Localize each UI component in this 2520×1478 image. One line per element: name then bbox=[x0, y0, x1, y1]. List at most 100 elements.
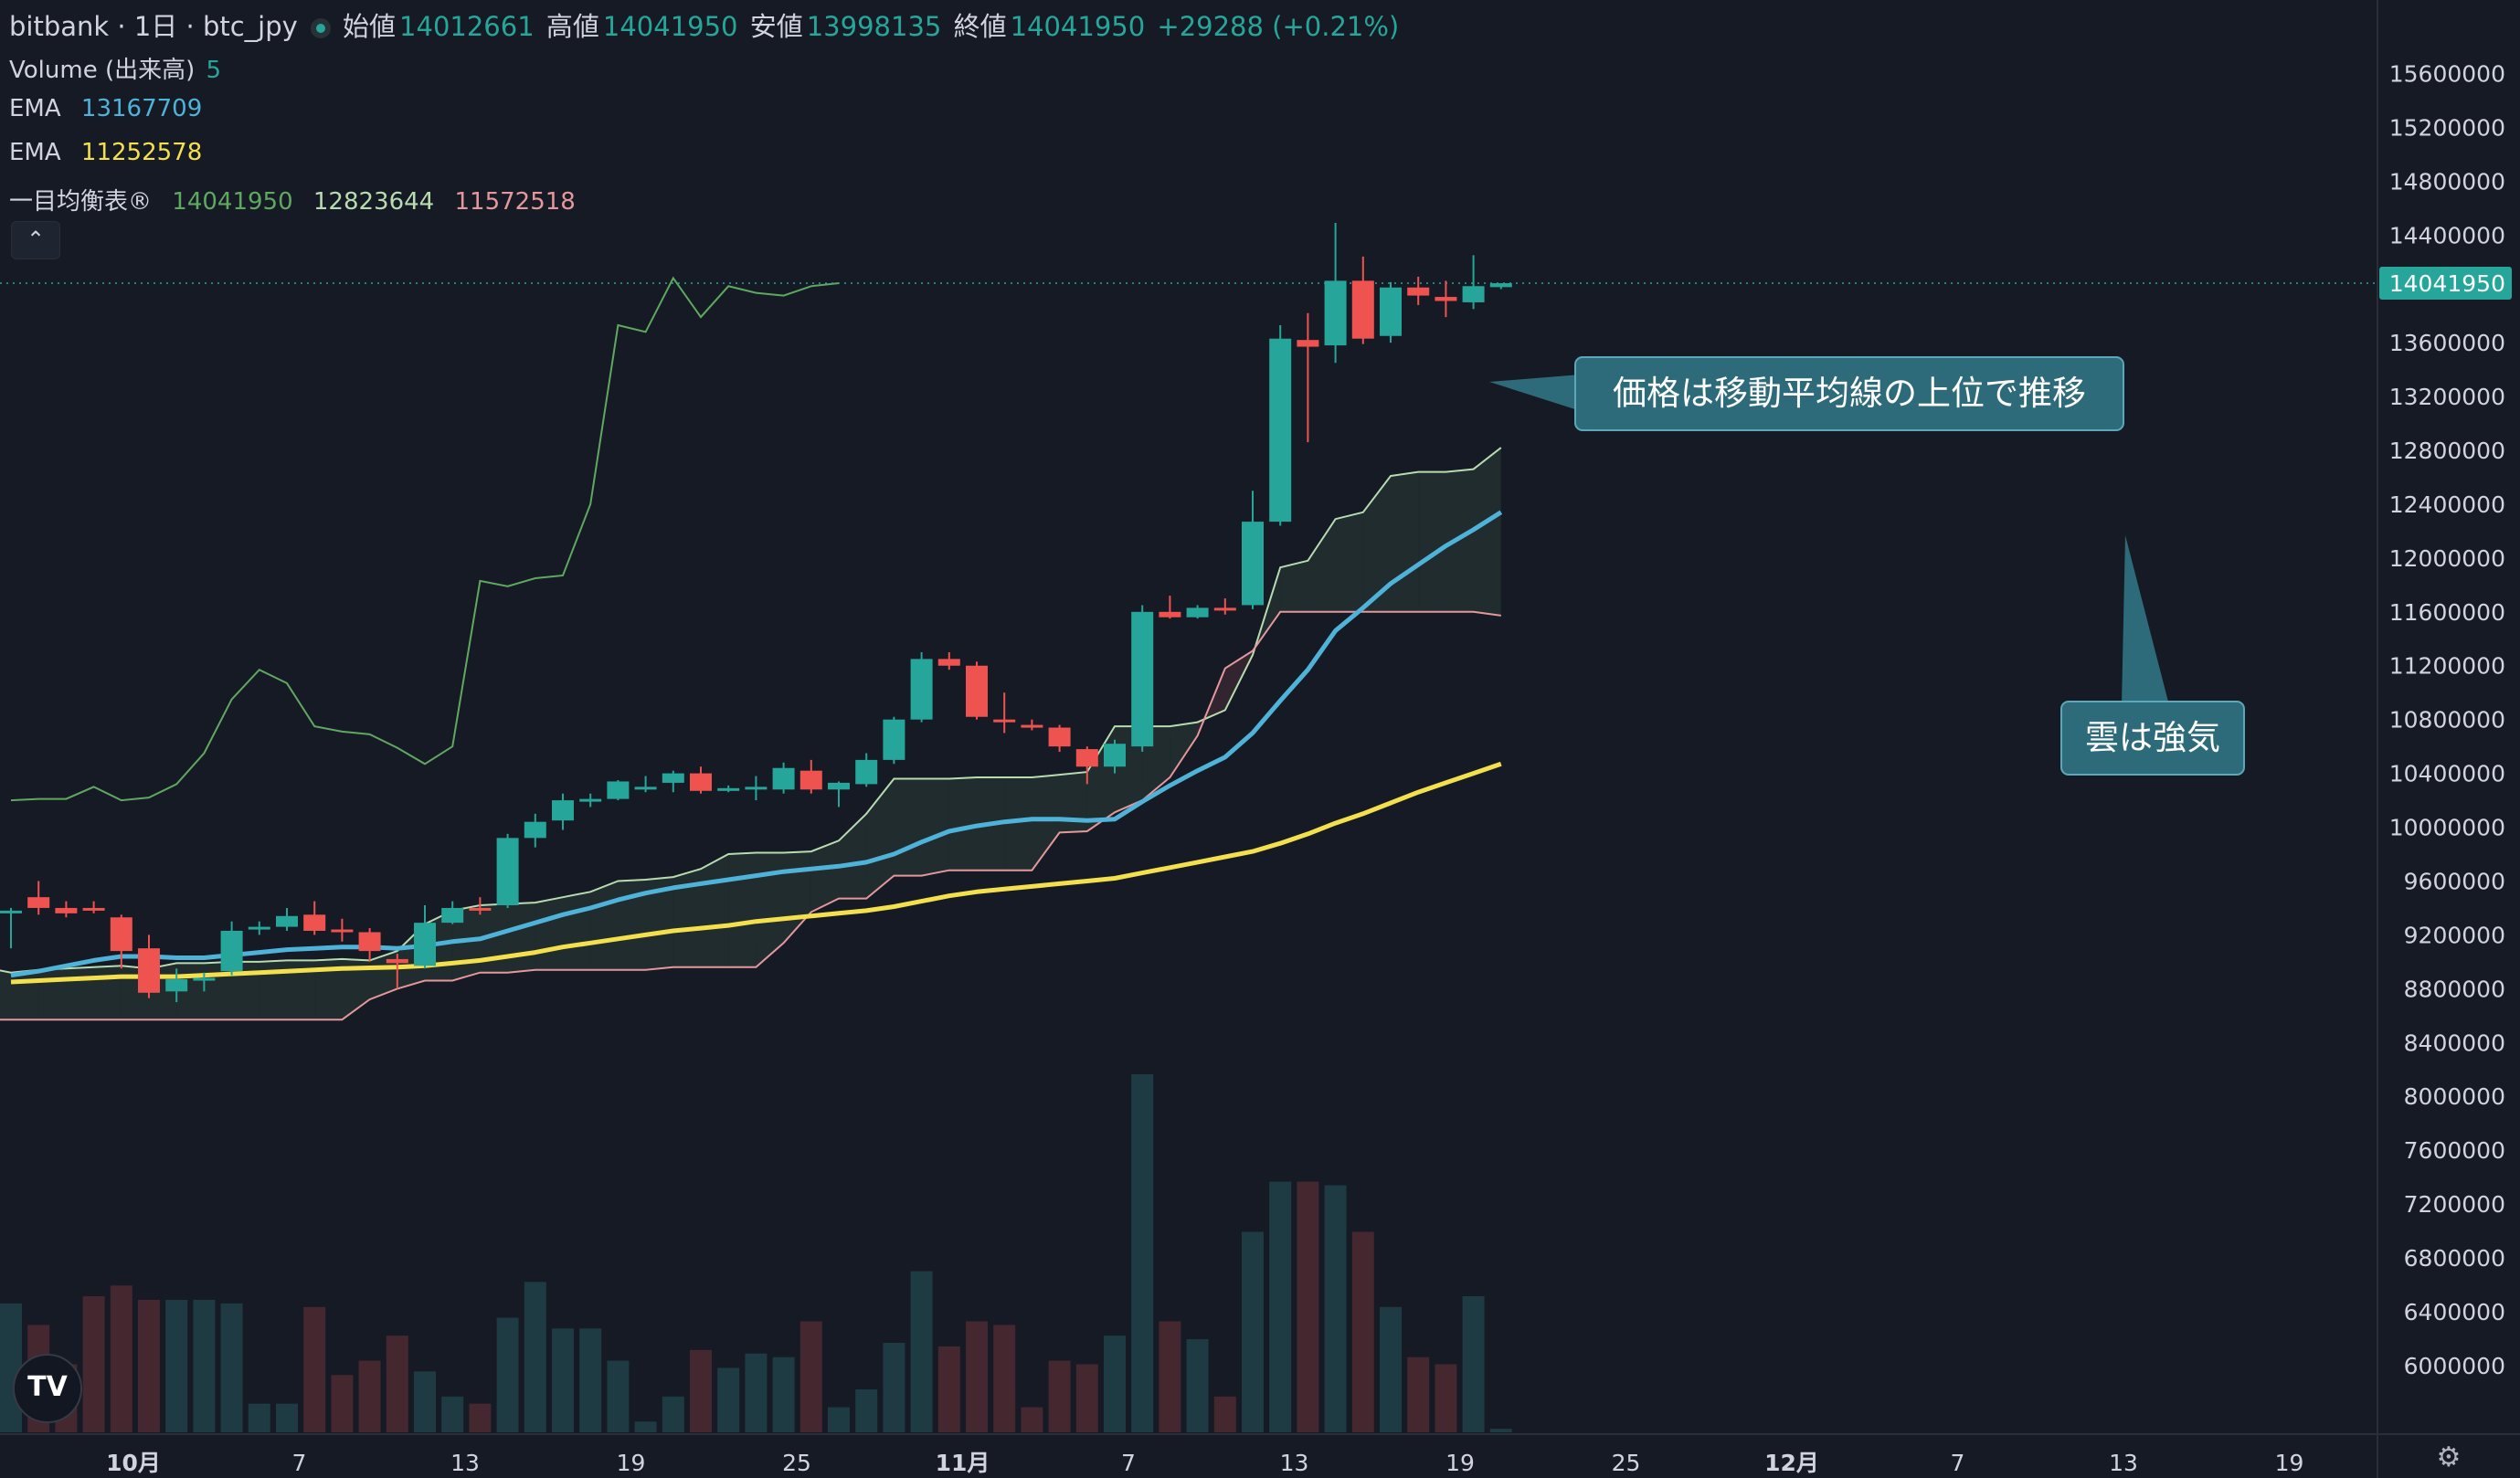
kumo-cloud-segment bbox=[231, 961, 259, 1020]
volume-bar bbox=[717, 1367, 740, 1432]
candle-body bbox=[276, 915, 298, 927]
price-tick-label: 12400000 bbox=[2389, 491, 2505, 518]
volume-bar bbox=[414, 1371, 436, 1432]
kumo-cloud-segment bbox=[287, 960, 315, 1020]
volume-bar bbox=[883, 1343, 905, 1432]
price-tick-label: 6800000 bbox=[2404, 1245, 2505, 1272]
candle-body bbox=[165, 979, 188, 992]
candle-body bbox=[883, 719, 905, 760]
candle-body bbox=[607, 781, 630, 799]
candle-body bbox=[55, 907, 78, 913]
price-tick-label: 7600000 bbox=[2404, 1137, 2505, 1164]
volume-bar bbox=[1242, 1231, 1264, 1432]
volume-bar bbox=[1104, 1335, 1126, 1432]
candle-body bbox=[937, 659, 960, 666]
kumo-cloud-segment bbox=[1032, 775, 1060, 871]
volume-bar bbox=[1324, 1185, 1347, 1432]
price-tick-label: 8000000 bbox=[2404, 1083, 2505, 1110]
close-value: 14041950 bbox=[1010, 11, 1146, 42]
price-tick-label: 10000000 bbox=[2389, 815, 2505, 841]
callout-pointer-2 bbox=[2122, 535, 2169, 705]
settings-gear-icon[interactable]: ⚙ bbox=[2436, 1441, 2462, 1473]
volume-bar bbox=[303, 1306, 326, 1432]
candle-body bbox=[1351, 280, 1374, 339]
candle-body bbox=[910, 659, 933, 720]
legend-ema-slow[interactable]: EMA 11252578 bbox=[9, 139, 206, 166]
candle-body bbox=[662, 773, 684, 783]
candle-body bbox=[772, 767, 795, 790]
volume-bar bbox=[1489, 1429, 1512, 1432]
collapse-legend-button[interactable]: ⌃ bbox=[11, 221, 60, 259]
candle-body bbox=[634, 787, 657, 790]
kumo-cloud-segment bbox=[314, 958, 343, 1020]
volume-bar bbox=[1407, 1357, 1430, 1432]
price-tick-label: 14800000 bbox=[2389, 168, 2505, 195]
price-tick-label: 13200000 bbox=[2389, 384, 2505, 410]
legend-ema-slow-name: EMA bbox=[9, 139, 61, 166]
legend-ichimoku-name: 一目均衡表® bbox=[9, 188, 153, 216]
candle-body bbox=[579, 798, 602, 802]
candle-body bbox=[441, 907, 464, 924]
volume-bar bbox=[469, 1403, 492, 1432]
legend-ema-fast[interactable]: EMA 13167709 bbox=[9, 95, 206, 122]
low-label: 安値 bbox=[749, 11, 803, 42]
legend-volume[interactable]: Volume (出来高) 5 bbox=[9, 51, 225, 85]
price-tick-label: 8800000 bbox=[2404, 976, 2505, 1002]
candle-body bbox=[855, 759, 878, 785]
candle-body bbox=[828, 782, 850, 790]
volume-bar bbox=[662, 1396, 684, 1432]
candle-body bbox=[110, 917, 132, 952]
last-price-badge bbox=[2379, 267, 2512, 301]
volume-bar bbox=[690, 1349, 712, 1432]
time-tick-label: 10月 bbox=[106, 1450, 161, 1476]
kumo-cloud-segment bbox=[38, 968, 67, 1020]
legend-ichimoku[interactable]: 一目均衡表® 14041950 12823644 11572518 bbox=[9, 183, 579, 216]
volume-bar bbox=[828, 1407, 850, 1432]
volume-bar bbox=[110, 1285, 132, 1432]
kumo-cloud-segment bbox=[1418, 471, 1446, 612]
low-value: 13998135 bbox=[806, 11, 942, 42]
candle-body bbox=[1435, 297, 1457, 301]
tradingview-logo-icon[interactable]: TV bbox=[13, 1354, 82, 1423]
price-tick-label: 10800000 bbox=[2389, 707, 2505, 734]
kumo-cloud-segment bbox=[1335, 512, 1363, 612]
volume-bar bbox=[1075, 1364, 1098, 1432]
candle-body bbox=[0, 910, 22, 913]
candle-body bbox=[717, 787, 740, 791]
kumo-cloud-segment bbox=[948, 777, 977, 871]
candle-body bbox=[469, 907, 492, 911]
legend-ema-slow-value: 11252578 bbox=[80, 139, 203, 166]
ema-fast-line bbox=[10, 510, 1503, 978]
price-tick-label: 10400000 bbox=[2389, 761, 2505, 787]
time-tick-label: 12月 bbox=[1764, 1450, 1819, 1476]
candle-body bbox=[1213, 607, 1236, 611]
candle-body bbox=[220, 931, 243, 972]
kumo-cloud-segment bbox=[1391, 471, 1419, 612]
kumo-cloud-segment bbox=[66, 966, 94, 1020]
price-tick-label: 12800000 bbox=[2389, 438, 2505, 464]
volume-bar bbox=[1351, 1231, 1374, 1432]
kumo-cloud-segment bbox=[535, 897, 563, 970]
volume-bar bbox=[1297, 1181, 1319, 1432]
volume-bar bbox=[386, 1335, 408, 1432]
volume-bar bbox=[855, 1388, 878, 1432]
candle-body bbox=[303, 914, 326, 932]
candle-body bbox=[1462, 286, 1485, 302]
price-tick-label: 9200000 bbox=[2404, 922, 2505, 948]
volume-bar bbox=[358, 1360, 381, 1432]
kumo-cloud-segment bbox=[810, 840, 839, 913]
candle-body bbox=[331, 929, 354, 933]
symbol-title[interactable]: bitbank · 1日 · btc_jpy bbox=[9, 11, 298, 42]
senkou-span-b-line bbox=[0, 610, 1501, 1021]
last-price-label: 14041950 bbox=[2389, 270, 2505, 297]
time-tick-label: 13 bbox=[1280, 1450, 1309, 1476]
price-tick-label: 8400000 bbox=[2404, 1029, 2505, 1056]
senkou-span-a-line bbox=[0, 447, 1502, 974]
legend-ema-fast-value: 13167709 bbox=[80, 95, 203, 122]
candle-body bbox=[966, 665, 988, 717]
candle-body bbox=[248, 926, 270, 930]
candle-body bbox=[1269, 338, 1292, 523]
candle-body bbox=[1186, 607, 1209, 618]
